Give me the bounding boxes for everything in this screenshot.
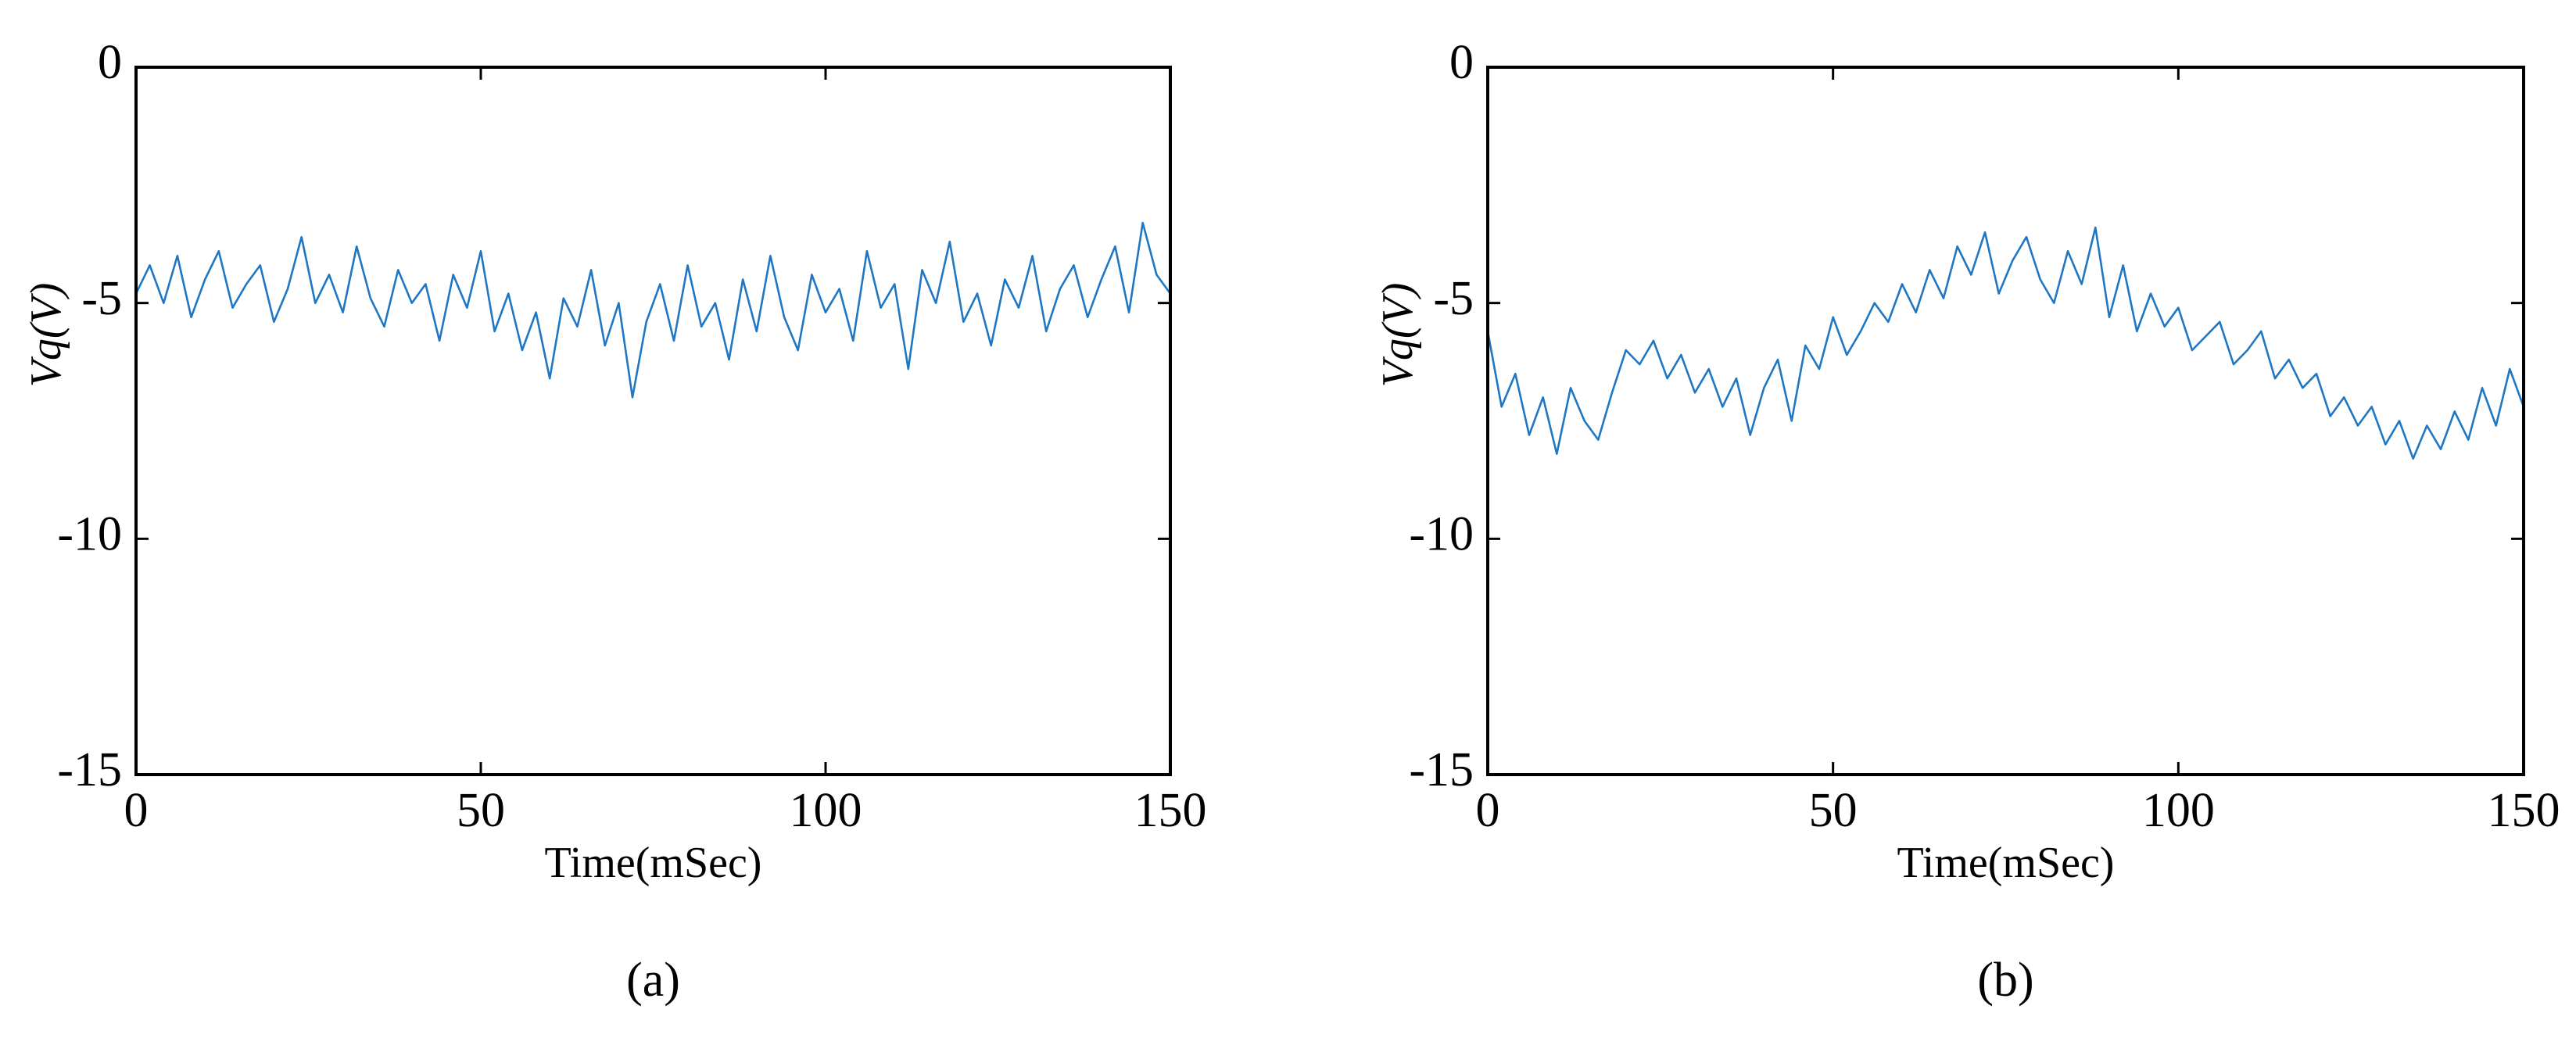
caption: (a)	[626, 954, 680, 1007]
x-tick-label: 150	[2488, 784, 2560, 837]
caption: (b)	[1977, 954, 2033, 1007]
y-tick-label: -10	[1409, 508, 1474, 561]
x-tick-label: 50	[457, 784, 505, 837]
axes-frame	[134, 66, 1172, 776]
x-axis-label: Time(mSec)	[545, 839, 762, 887]
y-tick-label: -5	[1433, 272, 1474, 325]
x-tick-label: 150	[1134, 784, 1207, 837]
x-tick-label: 100	[2142, 784, 2215, 837]
y-tick-label: -15	[57, 743, 122, 796]
y-tick-label: 0	[1449, 36, 1474, 89]
data-line	[134, 221, 1172, 399]
x-tick-label: 100	[790, 784, 862, 837]
y-tick-label: -10	[57, 508, 122, 561]
y-axis-label: Vq(V)	[1374, 283, 1422, 388]
plot: -15 -10 -5 0 0 50 100 150 Time(mSec) Vq(V) (a)	[22, 36, 1207, 1007]
y-axis-label: Vq(V)	[22, 283, 70, 388]
y-tick-label: -15	[1409, 743, 1474, 796]
y-tick-label: -5	[81, 272, 122, 325]
data-line	[1486, 226, 2525, 460]
x-tick-label: 50	[1809, 784, 1858, 837]
x-axis-label: Time(mSec)	[1897, 839, 2115, 887]
axes-frame	[1486, 66, 2525, 776]
plot: -15 -10 -5 0 0 50 100 150 Time(mSec) Vq(V) (b)	[1374, 36, 2560, 1007]
x-tick-label: 0	[124, 784, 149, 837]
x-tick-label: 0	[1476, 784, 1500, 837]
y-tick-label: 0	[98, 36, 122, 89]
